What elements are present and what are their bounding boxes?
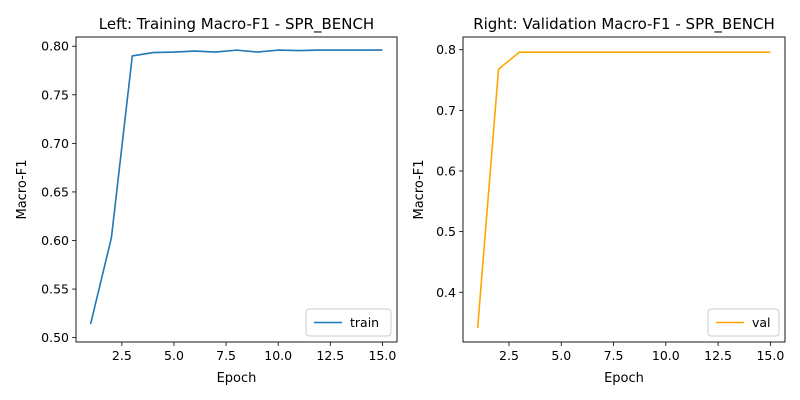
series-line-train: [89, 49, 383, 325]
x-axis-label: Epoch: [604, 371, 644, 386]
legend: train: [305, 308, 392, 337]
x-tick-label: 10.0: [264, 348, 292, 363]
legend: val: [707, 308, 780, 337]
chart-title: Left: Training Macro-F1 - SPR_BENCH: [99, 15, 374, 34]
series-line-val: [476, 51, 771, 329]
x-tick-label: 2.5: [499, 348, 519, 363]
x-tick-label: 12.5: [704, 348, 732, 363]
y-axis-label: Macro-F1: [412, 159, 427, 219]
y-axis-label: Macro-F1: [15, 159, 30, 219]
legend-box: [305, 308, 392, 337]
x-tick-label: 10.0: [652, 348, 680, 363]
y-tick-label: 0.5: [436, 224, 456, 239]
y-tick-label: 0.80: [41, 39, 69, 54]
plot-frame: [75, 36, 398, 343]
y-tick-label: 0.60: [41, 233, 69, 248]
y-tick-label: 0.75: [41, 87, 69, 102]
x-tick-label: 7.5: [604, 348, 624, 363]
x-tick-label: 5.0: [551, 348, 571, 363]
chart-title: Right: Validation Macro-F1 - SPR_BENCH: [473, 15, 775, 34]
training-chart: Left: Training Macro-F1 - SPR_BENCH 2.5 5.…: [15, 15, 398, 386]
y-tick-label: 0.55: [41, 282, 69, 297]
y-tick-label: 0.6: [436, 164, 456, 179]
x-tick-label: 2.5: [112, 348, 132, 363]
y-tick-label: 0.7: [436, 103, 456, 118]
legend-label: val: [752, 315, 771, 330]
x-axis-label: Epoch: [217, 371, 257, 386]
x-tick-label: 7.5: [216, 348, 236, 363]
y-tick-label: 0.65: [41, 184, 69, 199]
x-tick-label: 15.0: [368, 348, 396, 363]
plot-frame: [462, 36, 786, 343]
legend-label: train: [350, 315, 379, 330]
x-tick-label: 15.0: [756, 348, 784, 363]
validation-chart: Right: Validation Macro-F1 - SPR_BENCH 2.…: [412, 15, 786, 386]
y-tick-label: 0.8: [436, 42, 456, 57]
x-tick-label: 12.5: [316, 348, 344, 363]
x-tick-label: 5.0: [164, 348, 184, 363]
y-tick-label: 0.50: [41, 330, 69, 345]
y-tick-label: 0.4: [436, 285, 456, 300]
y-tick-label: 0.70: [41, 136, 69, 151]
